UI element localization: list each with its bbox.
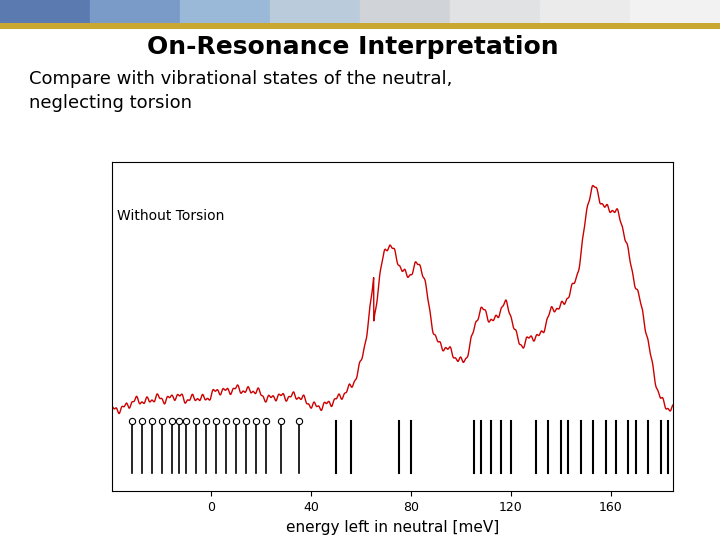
Bar (0, 0, 90, 24)
Bar (540, 0, 630, 24)
X-axis label: energy left in neutral [meV]: energy left in neutral [meV] (286, 519, 499, 535)
Text: On-Resonance Interpretation: On-Resonance Interpretation (147, 35, 559, 59)
Text: Compare with vibrational states of the neutral,
neglecting torsion: Compare with vibrational states of the n… (29, 70, 452, 112)
Bar (180, 0, 270, 24)
Bar (90, 0, 180, 24)
Bar (450, 0, 540, 24)
Text: Without Torsion: Without Torsion (117, 209, 224, 223)
Bar (630, 0, 720, 24)
Bar (270, 0, 360, 24)
Bar (360, 0, 450, 24)
